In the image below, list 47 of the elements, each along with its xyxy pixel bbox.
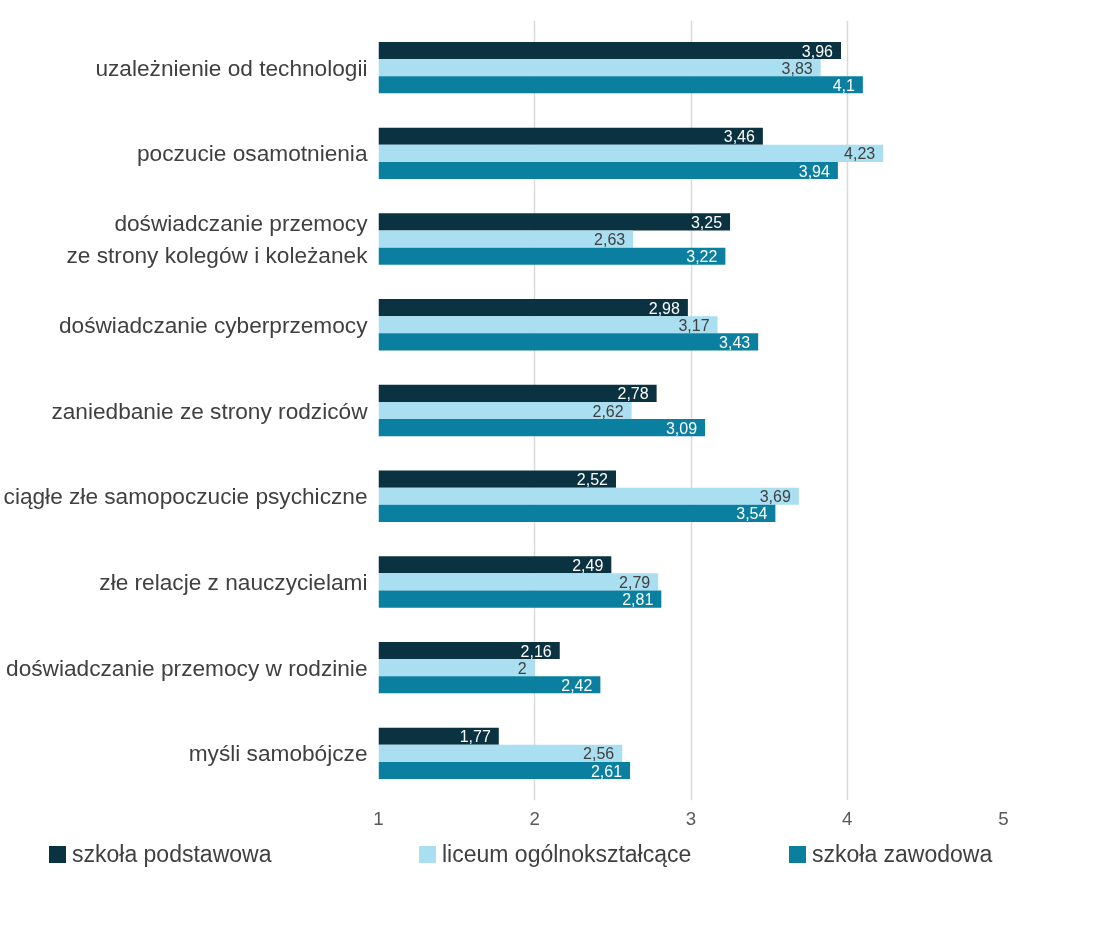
legend-label: szkoła zawodowa	[812, 841, 993, 867]
y-tick-label: zaniedbanie ze strony rodziców	[51, 397, 369, 424]
y-tick-label: myśli samobójcze	[188, 740, 368, 767]
data-label: 3,22	[686, 248, 718, 266]
data-label: 2,56	[583, 745, 615, 763]
data-label: 2,81	[622, 591, 654, 609]
data-label: 3,43	[719, 333, 751, 351]
data-label: 2,42	[561, 676, 593, 694]
data-label: 2,78	[617, 385, 649, 403]
data-label: 2,49	[572, 556, 604, 574]
data-label: 3,17	[678, 316, 710, 334]
data-label: 3,25	[690, 213, 723, 231]
legend-label: liceum ogólnokształcące	[442, 841, 692, 867]
data-label: 2,79	[619, 573, 651, 591]
y-tick-label: poczucie osamotnienia	[137, 140, 368, 167]
legend-item: szkoła zawodowa	[789, 838, 993, 871]
data-label: 3,69	[759, 488, 791, 506]
data-label: 3,96	[801, 42, 834, 60]
x-tick-label: 3	[685, 807, 697, 829]
legend-item: liceum ogólnokształcące	[419, 838, 692, 871]
y-tick-label: doświadczanie przemocy w rodzinie	[6, 654, 368, 681]
x-tick-label: 1	[373, 807, 384, 829]
y-tick-label: złe relacje z nauczycielami	[99, 568, 368, 595]
data-label: 3,54	[736, 505, 768, 523]
data-label: 4,1	[832, 76, 855, 94]
x-tick-label: 4	[842, 807, 853, 829]
y-tick-label: doświadczanie cyberprzemocy	[58, 311, 369, 338]
data-label: 2,62	[592, 402, 624, 420]
y-tick-label: doświadczanie przemocy ze strony kolegów i koleżanek	[66, 210, 369, 268]
data-label: 1,77	[459, 728, 491, 746]
x-tick-label: 5	[998, 807, 1009, 829]
data-label: 3,09	[665, 419, 698, 437]
legend-label: szkoła podstawowa	[72, 841, 272, 867]
data-label: 4,23	[844, 145, 876, 163]
data-label: 2,98	[648, 299, 680, 317]
data-label: 3,46	[723, 128, 755, 146]
data-label: 2	[517, 659, 527, 677]
data-label: 2,52	[576, 471, 609, 489]
data-label: 3,83	[781, 59, 813, 77]
data-label: 3,94	[798, 162, 830, 180]
x-tick-label: 2	[529, 807, 540, 829]
data-label: 2,16	[520, 642, 552, 660]
y-tick-label: uzależnienie od technologii	[95, 54, 368, 81]
data-label: 2,63	[594, 231, 626, 249]
y-tick-label: ciągłe złe samopoczucie psychiczne	[3, 483, 368, 510]
data-label: 2,61	[590, 762, 623, 780]
legend-item: szkoła podstawowa	[49, 838, 272, 871]
